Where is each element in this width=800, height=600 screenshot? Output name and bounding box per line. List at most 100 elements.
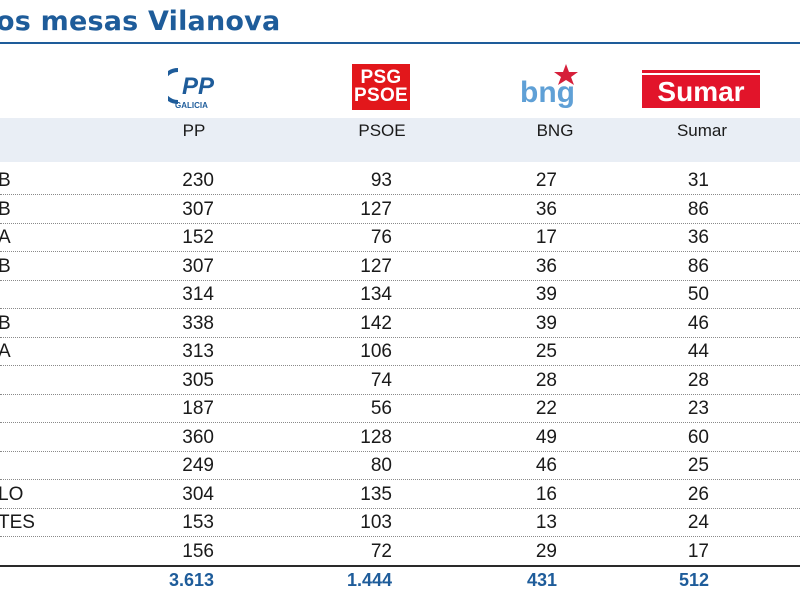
column-header-bng: BNG <box>536 121 574 140</box>
table-cell-name: B <box>0 255 11 277</box>
table-cell-pp: 307 <box>182 198 214 220</box>
table-cell-pp: 230 <box>182 170 214 191</box>
table-cell-bng: 27 <box>535 170 557 191</box>
table-row: 187 56 22 23 <box>0 394 800 423</box>
table-cell-pp: 156 <box>182 540 214 562</box>
table-cell-pp: 314 <box>182 284 214 305</box>
table-row: LO 304 135 16 26 <box>0 480 800 509</box>
table-cell-bng: 39 <box>535 284 557 305</box>
table-cell-name: A <box>0 227 11 248</box>
total-bng: 431 <box>526 570 557 590</box>
table-cell-name: LO <box>0 483 24 505</box>
bng-logo: bng <box>516 62 588 114</box>
table-cell-bng: 36 <box>535 255 557 277</box>
table-cell-pp: 153 <box>182 512 214 533</box>
psoe-logo-text-top: PSG <box>360 67 402 88</box>
table-cell-pp: 304 <box>182 483 214 505</box>
table-cell-psoe: 80 <box>370 455 392 476</box>
psoe-logo-text-bottom: PSOE <box>354 85 408 106</box>
table-cell-psoe: 106 <box>360 341 392 362</box>
table-cell-sumar: 50 <box>687 284 709 305</box>
table-cell-pp: 305 <box>182 369 214 391</box>
table-cell-psoe: 56 <box>370 398 392 419</box>
table-row: 249 80 46 25 <box>0 451 800 480</box>
table-cell-sumar: 44 <box>687 341 709 362</box>
page-title: os mesas Vilanova <box>0 6 281 37</box>
table-cell-sumar: 17 <box>687 540 709 562</box>
table-cell-pp: 187 <box>182 398 214 419</box>
table-cell-sumar: 28 <box>687 369 709 391</box>
table-cell-name: A <box>0 341 11 362</box>
total-psoe: 1.444 <box>346 570 392 590</box>
table-cell-sumar: 86 <box>687 198 709 220</box>
table-cell-pp: 360 <box>182 426 214 448</box>
psg-psoe-logo: PSG PSOE <box>352 64 410 110</box>
table-cell-psoe: 135 <box>360 483 392 505</box>
table-cell-psoe: 142 <box>360 312 392 334</box>
table-cell-psoe: 93 <box>370 170 392 191</box>
total-pp: 3.613 <box>168 570 214 590</box>
table-cell-bng: 49 <box>535 426 557 448</box>
table-cell-sumar: 26 <box>687 483 709 505</box>
table-row: 156 72 29 17 <box>0 537 800 566</box>
table-row: B 338 142 39 46 <box>0 309 800 338</box>
table-cell-bng: 13 <box>535 512 557 533</box>
pp-logo-text: PP <box>182 73 215 100</box>
table-cell-sumar: 24 <box>687 512 709 533</box>
table-cell-psoe: 72 <box>370 540 392 562</box>
table-cell-bng: 16 <box>535 483 557 505</box>
pp-galicia-logo: PP GALICIA <box>160 66 220 110</box>
table-cell-sumar: 46 <box>687 312 709 334</box>
table-row: TES 153 103 13 24 <box>0 508 800 537</box>
table-cell-pp: 152 <box>182 227 214 248</box>
table-row: A 313 106 25 44 <box>0 337 800 366</box>
table-cell-pp: 307 <box>182 255 214 277</box>
totals-row: 3.613 1.444 431 512 <box>0 565 800 593</box>
table-cell-psoe: 74 <box>370 369 392 391</box>
table-cell-sumar: 23 <box>687 398 709 419</box>
column-header-band <box>0 118 800 162</box>
table-cell-psoe: 76 <box>370 227 392 248</box>
table-cell-sumar: 60 <box>687 426 709 448</box>
table-cell-name: B <box>0 170 11 191</box>
bng-logo-text: bng <box>520 76 575 109</box>
table-cell-psoe: 128 <box>360 426 392 448</box>
column-header-psoe: PSOE <box>358 121 406 140</box>
table-row: 314 134 39 50 <box>0 280 800 309</box>
table-row: B 230 93 27 31 <box>0 166 800 195</box>
table-cell-bng: 25 <box>535 341 557 362</box>
table-cell-psoe: 103 <box>360 512 392 533</box>
table-row: 305 74 28 28 <box>0 366 800 395</box>
table-cell-bng: 17 <box>535 227 557 248</box>
table-row: B 307 127 36 86 <box>0 195 800 224</box>
table-cell-sumar: 36 <box>687 227 709 248</box>
column-header-pp: PP <box>182 121 206 140</box>
table-row: B 307 127 36 86 <box>0 252 800 281</box>
total-sumar: 512 <box>678 570 709 590</box>
sumar-logo-text: Sumar <box>657 76 744 107</box>
table-cell-psoe: 127 <box>360 198 392 220</box>
table-cell-pp: 338 <box>182 312 214 334</box>
title-divider <box>0 42 800 44</box>
table-cell-bng: 22 <box>535 398 557 419</box>
table-cell-psoe: 127 <box>360 255 392 277</box>
table-cell-bng: 39 <box>535 312 557 334</box>
table-cell-bng: 29 <box>535 540 557 562</box>
table-cell-sumar: 31 <box>687 170 709 191</box>
table-cell-name: B <box>0 198 11 220</box>
table-row: 360 128 49 60 <box>0 423 800 452</box>
table-cell-bng: 36 <box>535 198 557 220</box>
table-cell-pp: 313 <box>182 341 214 362</box>
pp-logo-subtext: GALICIA <box>175 101 208 110</box>
table-cell-bng: 46 <box>535 455 557 476</box>
table-cell-psoe: 134 <box>360 284 392 305</box>
sumar-logo: Sumar <box>642 70 760 108</box>
column-header-sumar: Sumar <box>676 121 728 140</box>
table-cell-sumar: 25 <box>687 455 709 476</box>
table-cell-sumar: 86 <box>687 255 709 277</box>
table-row: A 152 76 17 36 <box>0 223 800 252</box>
table-cell-name: B <box>0 312 11 334</box>
table-cell-bng: 28 <box>535 369 557 391</box>
table-cell-pp: 249 <box>182 455 214 476</box>
table-cell-name: TES <box>0 512 35 533</box>
